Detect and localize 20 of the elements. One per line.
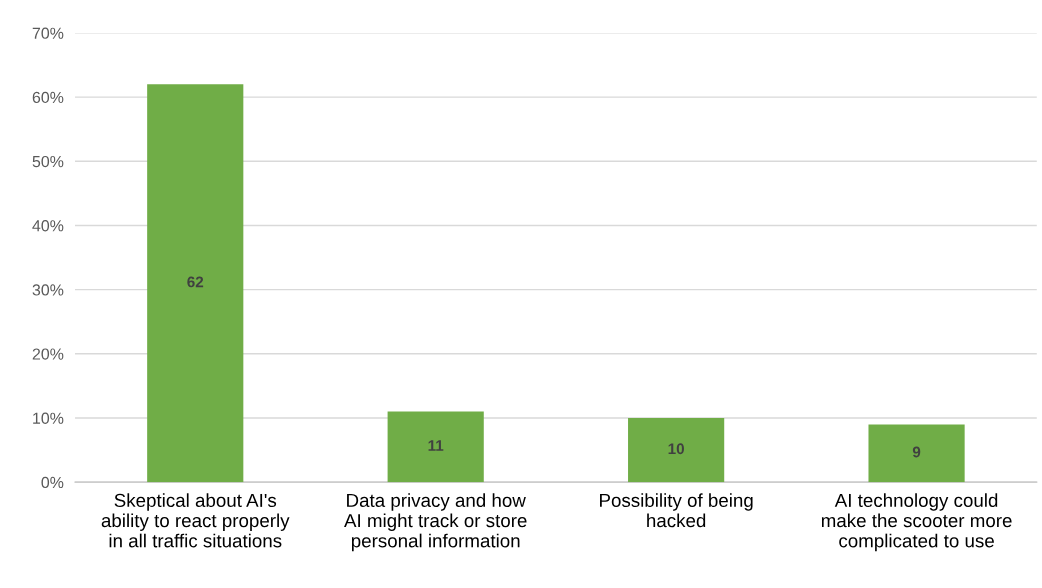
x-tick-label: Data privacy and how AI might track or store personal information: [344, 493, 527, 552]
y-tick-label: 20%: [32, 348, 64, 360]
x-tick-label: AI technology could make the scooter more complicated to use: [821, 493, 1012, 552]
bar: [868, 424, 965, 483]
data-label: 9: [912, 446, 921, 458]
data-label: 62: [187, 276, 204, 288]
y-tick-label: 70%: [32, 27, 64, 39]
y-tick-label: 40%: [32, 220, 64, 232]
x-tick-label: Skeptical about AI's ability to react properly in all traffic situations: [101, 493, 290, 548]
bar: [147, 84, 244, 483]
y-tick-label: 10%: [33, 412, 64, 424]
y-tick-label: 30%: [32, 284, 64, 296]
x-tick-label: Possibility of being hacked: [600, 493, 753, 528]
y-tick-label: 60%: [32, 91, 64, 104]
data-label: 11: [428, 440, 444, 451]
y-tick-label: 50%: [32, 155, 64, 168]
y-tick-label: 0%: [41, 476, 64, 489]
data-label: 10: [668, 443, 684, 455]
bar: [628, 417, 725, 483]
bar: [387, 411, 484, 483]
